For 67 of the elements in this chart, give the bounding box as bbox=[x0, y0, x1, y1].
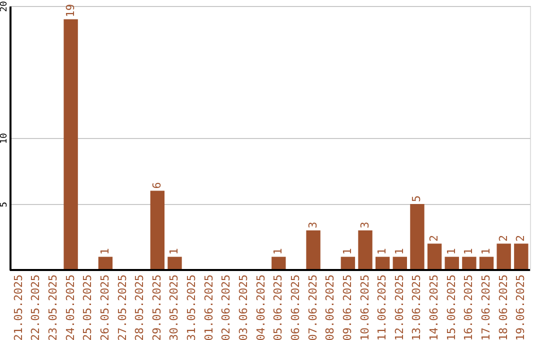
x-tick-label: 18.06.2025 bbox=[496, 274, 510, 340]
x-tick-label: 10.06.2025 bbox=[358, 274, 372, 340]
x-tick-label: 05.06.2025 bbox=[272, 274, 285, 340]
bar bbox=[392, 256, 408, 270]
y-tick-label: 5 bbox=[0, 202, 10, 208]
x-tick-label: 29.05.2025 bbox=[150, 274, 164, 340]
x-tick-label: 21.05.2025 bbox=[12, 274, 25, 340]
data-label: 3 bbox=[358, 222, 372, 228]
data-label: 5 bbox=[410, 195, 424, 202]
x-tick-label: 08.06.2025 bbox=[324, 274, 337, 340]
data-label: 6 bbox=[150, 182, 164, 189]
x-tick-label: 25.05.2025 bbox=[81, 274, 94, 340]
x-tick-label: 06.06.2025 bbox=[288, 274, 302, 340]
x-tick-label: 09.06.2025 bbox=[340, 274, 354, 340]
data-label: 2 bbox=[428, 234, 441, 242]
x-tick-label: 16.06.2025 bbox=[462, 274, 476, 340]
data-label: 1 bbox=[340, 248, 354, 255]
bar bbox=[444, 256, 459, 270]
x-tick-label: 11.06.2025 bbox=[376, 274, 389, 340]
data-label: 1 bbox=[272, 248, 285, 255]
bar bbox=[358, 230, 372, 270]
x-tick-label: 23.05.2025 bbox=[46, 274, 60, 340]
data-label: 2 bbox=[496, 234, 510, 242]
x-tick-label: 17.06.2025 bbox=[480, 274, 493, 340]
bar bbox=[427, 244, 442, 270]
x-tick-label: 03.06.2025 bbox=[237, 274, 250, 340]
x-tick-label: 07.06.2025 bbox=[306, 274, 320, 340]
x-tick-label: 15.06.2025 bbox=[444, 274, 458, 340]
x-tick-label: 22.05.2025 bbox=[29, 274, 42, 340]
data-label: 19 bbox=[64, 4, 77, 18]
data-label: 1 bbox=[98, 248, 112, 255]
data-label: 3 bbox=[306, 222, 320, 228]
bar bbox=[150, 190, 165, 270]
data-label: 1 bbox=[480, 248, 493, 255]
x-tick-label: 01.06.2025 bbox=[202, 274, 216, 340]
bar bbox=[306, 230, 320, 270]
x-tick-label: 19.06.2025 bbox=[514, 274, 528, 340]
x-tick-label: 28.05.2025 bbox=[133, 274, 146, 340]
x-tick-label: 04.06.2025 bbox=[254, 274, 268, 340]
y-tick-label: 20 bbox=[0, 1, 10, 12]
x-tick-label: 30.05.2025 bbox=[168, 274, 181, 340]
x-tick-label: 27.05.2025 bbox=[116, 274, 129, 340]
bar bbox=[496, 244, 511, 270]
bar bbox=[514, 244, 528, 270]
x-tick-label: 31.05.2025 bbox=[185, 274, 198, 340]
x-tick-label: 14.06.2025 bbox=[428, 274, 441, 340]
data-label: 1 bbox=[376, 248, 389, 255]
data-label: 1 bbox=[392, 248, 406, 255]
bar bbox=[98, 256, 113, 270]
bar bbox=[168, 256, 182, 270]
x-tick-label: 12.06.2025 bbox=[392, 274, 406, 340]
bar bbox=[64, 19, 78, 270]
bar bbox=[272, 256, 286, 270]
x-tick-label: 13.06.2025 bbox=[410, 274, 424, 340]
bar bbox=[479, 256, 494, 270]
y-tick-label: 10 bbox=[0, 133, 10, 144]
data-label: 1 bbox=[168, 248, 181, 255]
bar bbox=[375, 256, 390, 270]
x-tick-label: 26.05.2025 bbox=[98, 274, 112, 340]
data-label: 2 bbox=[514, 234, 528, 242]
bar bbox=[410, 204, 424, 270]
data-label: 1 bbox=[462, 248, 476, 255]
x-tick-label: 02.06.2025 bbox=[220, 274, 233, 340]
bar bbox=[340, 256, 356, 270]
data-label: 1 bbox=[444, 248, 458, 255]
x-tick-label: 24.05.2025 bbox=[64, 274, 77, 340]
bar bbox=[462, 256, 476, 270]
